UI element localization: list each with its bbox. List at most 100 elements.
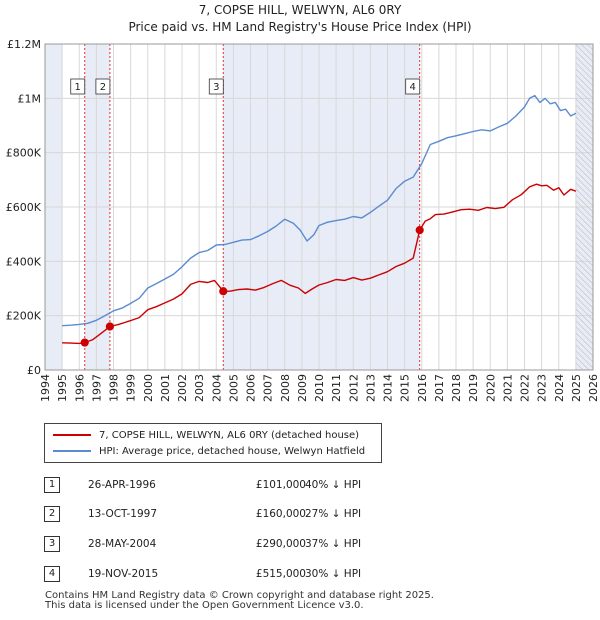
hatch-line: [575, 296, 594, 315]
sale-number-badge: 2: [44, 506, 60, 522]
sale-label-box: [95, 78, 111, 95]
hatch-line: [575, 86, 594, 105]
sale-label-box: [405, 78, 421, 95]
hatch-line: [575, 362, 584, 371]
hatch-line: [575, 350, 594, 369]
hatch-line: [575, 302, 594, 321]
x-tick-label: 1996: [73, 374, 86, 402]
hatch-line: [575, 176, 594, 195]
sale-date: 19-NOV-2015: [88, 568, 159, 580]
hatch-line: [575, 116, 594, 135]
x-tick-label: 2005: [227, 374, 240, 402]
sale-price: £101,000: [255, 479, 306, 491]
sale-row: 1 26-APR-1996 £101,000 40% ↓ HPI: [40, 477, 440, 495]
hatch-line: [575, 182, 594, 201]
sale-point: [415, 225, 424, 235]
x-tick-label: 2008: [279, 374, 292, 402]
hatch-line: [575, 320, 594, 339]
hatch-line: [575, 356, 590, 371]
footer-copyright: Contains HM Land Registry data © Crown c…: [45, 590, 434, 601]
hatch-line: [575, 308, 594, 327]
hatch-line: [575, 344, 594, 363]
sale-label-text: 1: [75, 82, 81, 93]
sale-label-box: [208, 78, 224, 95]
sale-price: £515,000: [255, 568, 306, 580]
hatch-line: [575, 188, 594, 207]
x-tick-label: 2024: [553, 374, 566, 402]
x-tick-label: 2020: [484, 374, 497, 402]
x-tick-label: 2002: [176, 374, 189, 402]
x-tick-label: 2022: [519, 374, 532, 402]
x-tick-label: 2006: [245, 374, 258, 402]
y-tick-label: £800K: [6, 147, 42, 160]
hatch-line: [575, 206, 594, 225]
legend-swatch-hpi: [53, 450, 91, 452]
sale-label-text: 2: [100, 82, 106, 93]
sale-date: 28-MAY-2004: [88, 538, 157, 550]
hatch-line: [575, 218, 594, 237]
x-tick-label: 1997: [90, 374, 103, 402]
hatch-line: [575, 62, 594, 81]
hatch-line: [575, 254, 594, 273]
y-tick-label: £200K: [6, 310, 42, 323]
sale-price: £290,000: [255, 538, 306, 550]
hatch-line: [575, 50, 594, 69]
x-tick-label: 1999: [125, 374, 138, 402]
sale-number-badge: 3: [44, 536, 60, 552]
x-tick-label: 2017: [433, 374, 446, 402]
hatch-line: [575, 110, 594, 129]
hatch-line: [575, 98, 594, 117]
sale-row: 2 13-OCT-1997 £160,000 27% ↓ HPI: [40, 506, 440, 524]
legend-item-hpi: HPI: Average price, detached house, Welw…: [53, 444, 365, 458]
hatch-line: [575, 230, 594, 249]
y-tick-label: £600K: [6, 201, 42, 214]
x-tick-label: 2019: [467, 374, 480, 402]
x-tick-label: 1995: [56, 374, 69, 402]
legend-swatch-property: [53, 434, 91, 436]
sale-hpi-diff: 40% ↓ HPI: [305, 479, 362, 491]
hatch-line: [575, 200, 594, 219]
x-tick-label: 2015: [399, 374, 412, 402]
x-tick-label: 2025: [570, 374, 583, 402]
legend-item-property: 7, COPSE HILL, WELWYN, AL6 0RY (detached…: [53, 428, 359, 442]
sale-point: [219, 287, 228, 296]
x-tick-label: 2004: [210, 374, 223, 402]
series-line-hpi: [62, 94, 577, 327]
hatch-line: [575, 332, 594, 351]
sale-date: 13-OCT-1997: [88, 508, 157, 520]
x-tick-label: 2011: [330, 374, 343, 402]
chart-legend: 7, COPSE HILL, WELWYN, AL6 0RY (detached…: [44, 423, 382, 463]
x-tick-label: 2021: [501, 374, 514, 402]
sale-row: 4 19-NOV-2015 £515,000 30% ↓ HPI: [40, 566, 440, 584]
x-tick-label: 2018: [450, 374, 463, 402]
hatch-line: [575, 212, 594, 231]
sale-hpi-diff: 30% ↓ HPI: [305, 568, 362, 580]
chart-area: 1 2 3 4 £0 £200K £400K £600K £800K £1M £1.2M 1994 19…: [6, 38, 600, 402]
hatch-line: [575, 266, 594, 285]
x-tick-label: 2010: [313, 374, 326, 402]
hatch-line: [575, 122, 594, 141]
sale-point: [105, 322, 115, 331]
x-tick-label: 1994: [39, 374, 52, 402]
chart-title: 7, COPSE HILL, WELWYN, AL6 0RY: [198, 3, 402, 17]
hatch-line: [575, 104, 594, 123]
x-tick-label: 2001: [159, 374, 172, 402]
hatch-line: [575, 68, 594, 87]
sale-point: [80, 338, 89, 347]
hatch-line: [575, 134, 594, 153]
sale-date: 26-APR-1996: [88, 479, 156, 491]
hatch-line: [575, 146, 594, 165]
hatch-line: [575, 164, 594, 183]
hatch-line: [575, 248, 594, 267]
series-line-property: [62, 183, 577, 345]
sale-hpi-diff: 37% ↓ HPI: [305, 538, 362, 550]
hatch-line: [575, 44, 594, 63]
plot-frame: [44, 43, 594, 371]
hatch-line: [575, 260, 594, 279]
legend-label-property: 7, COPSE HILL, WELWYN, AL6 0RY (detached…: [99, 429, 360, 441]
hatch-line: [575, 194, 594, 213]
hatch-line: [575, 236, 594, 255]
hatch-line: [575, 290, 594, 309]
hatch-line: [575, 92, 594, 111]
hatch-line: [575, 314, 594, 333]
